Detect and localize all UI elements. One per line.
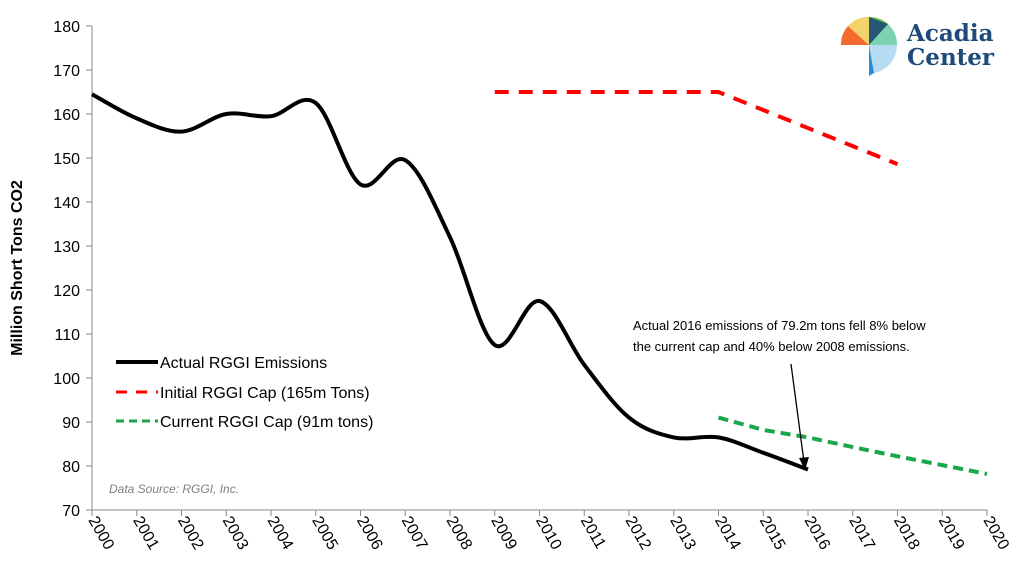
- x-tick-label: 2017: [845, 514, 878, 553]
- annotation-line-1: Actual 2016 emissions of 79.2m tons fell…: [633, 318, 926, 333]
- acadia-logo-icon: [840, 16, 898, 76]
- x-tick-label: 2002: [174, 514, 207, 553]
- data-source: Data Source: RGGI, Inc.: [109, 482, 239, 496]
- series-line-1: [494, 90, 899, 167]
- annotation: Actual 2016 emissions of 79.2m tons fell…: [633, 318, 926, 470]
- x-tick-label: 2019: [935, 514, 968, 553]
- x-tick-label: 2001: [129, 514, 162, 553]
- x-tick-label: 2014: [711, 514, 744, 553]
- legend-label-current: Current RGGI Cap (91m tons): [160, 414, 373, 431]
- x-tick-label: 2003: [219, 514, 252, 553]
- acadia-logo-text: Acadia Center: [907, 22, 994, 70]
- logo-line-2: Center: [907, 44, 995, 71]
- y-tick-label: 140: [53, 195, 80, 212]
- x-tick-label: 2005: [308, 514, 341, 553]
- series-line-0: [91, 92, 809, 472]
- x-tick-label: 2018: [890, 514, 923, 553]
- x-tick-label: 2008: [443, 514, 476, 553]
- x-tick-label: 2015: [756, 514, 789, 553]
- x-tick-label: 2006: [353, 514, 386, 553]
- logo-line-1: Acadia: [907, 20, 994, 47]
- y-tick-label: 160: [53, 107, 80, 124]
- x-tick-label: 2011: [577, 514, 609, 552]
- x-tick-label: 2020: [980, 514, 1013, 553]
- y-tick-label: 150: [53, 151, 80, 168]
- annotation-arrowhead: [799, 457, 809, 470]
- x-tick-label: 2012: [622, 514, 655, 553]
- y-tick-label: 80: [62, 459, 80, 476]
- legend: Actual RGGI Emissions Initial RGGI Cap (…: [116, 355, 373, 431]
- y-tick-label: 100: [53, 371, 80, 388]
- annotation-line-2: the current cap and 40% below 2008 emiss…: [633, 339, 910, 354]
- y-tick-label: 70: [62, 503, 80, 520]
- y-tick-label: 90: [62, 415, 80, 432]
- annotation-arrow: [790, 363, 805, 463]
- x-tick-label: 2000: [85, 514, 118, 553]
- x-tick-label: 2016: [801, 514, 834, 553]
- y-tick-label: 120: [53, 283, 80, 300]
- y-tick-label: 180: [53, 19, 80, 36]
- y-tick-label: 130: [53, 239, 80, 256]
- x-tick-label: 2004: [264, 514, 297, 553]
- y-tick-label: 110: [54, 327, 80, 344]
- x-tick-label: 2013: [666, 514, 699, 553]
- y-axis-label: Million Short Tons CO2: [9, 180, 26, 356]
- legend-label-initial: Initial RGGI Cap (165m Tons): [160, 385, 370, 402]
- x-tick-label: 2009: [487, 514, 520, 553]
- x-tick-label: 2007: [398, 514, 431, 553]
- y-tick-label: 170: [53, 63, 80, 80]
- legend-label-actual: Actual RGGI Emissions: [160, 355, 327, 372]
- x-tick-label: 2010: [532, 514, 565, 553]
- series-line-2: [717, 415, 988, 476]
